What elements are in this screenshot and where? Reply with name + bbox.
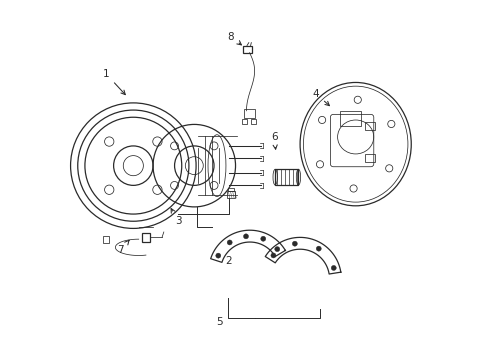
Bar (364, 154, 375, 162)
Circle shape (274, 247, 279, 252)
Circle shape (260, 236, 265, 241)
Bar (227, 192, 235, 198)
Text: 7: 7 (117, 240, 129, 255)
Bar (102, 235, 109, 243)
Bar (364, 122, 375, 130)
Text: 6: 6 (270, 132, 277, 149)
Bar (275, 169, 298, 185)
Circle shape (227, 240, 232, 245)
Text: 5: 5 (216, 317, 222, 327)
Bar (228, 188, 234, 192)
Circle shape (316, 246, 321, 251)
Bar (142, 233, 150, 242)
Text: 1: 1 (103, 69, 125, 95)
Bar (243, 45, 252, 53)
Text: 8: 8 (227, 32, 241, 45)
Bar (242, 119, 246, 125)
Bar (251, 119, 255, 125)
Bar (339, 111, 360, 126)
Bar (244, 109, 254, 118)
Circle shape (330, 265, 336, 270)
Circle shape (270, 253, 275, 258)
Circle shape (292, 241, 297, 246)
Circle shape (243, 234, 248, 239)
Text: 3: 3 (171, 208, 181, 226)
Circle shape (215, 253, 221, 258)
Text: 2: 2 (224, 256, 231, 266)
Text: 4: 4 (312, 89, 329, 105)
